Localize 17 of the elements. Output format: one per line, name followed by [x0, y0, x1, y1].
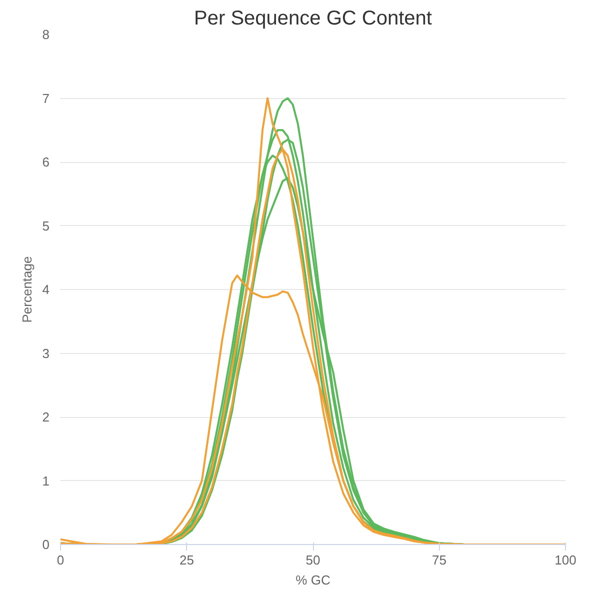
x-tick-label: 75: [432, 552, 446, 568]
y-tick-label: 1: [42, 473, 50, 488]
y-tick-label: 8: [42, 27, 50, 42]
x-tick-label: 25: [180, 552, 194, 568]
y-axis-title: Percentage: [19, 256, 34, 323]
y-tick-label: 4: [42, 282, 50, 297]
y-tick-label: 3: [42, 346, 50, 361]
x-axis-title: % GC: [296, 572, 330, 588]
x-tick-label: 0: [56, 552, 64, 568]
x-tick-label: 50: [306, 552, 320, 568]
chart-title: Per Sequence GC Content: [194, 8, 432, 30]
y-tick-label: 7: [42, 90, 50, 106]
y-tick-label: 2: [42, 410, 50, 424]
y-tick-label: 6: [42, 154, 50, 170]
x-tick-label: 100: [554, 552, 576, 568]
y-tick-label: 5: [42, 218, 50, 234]
y-tick-label: 0: [42, 537, 50, 552]
